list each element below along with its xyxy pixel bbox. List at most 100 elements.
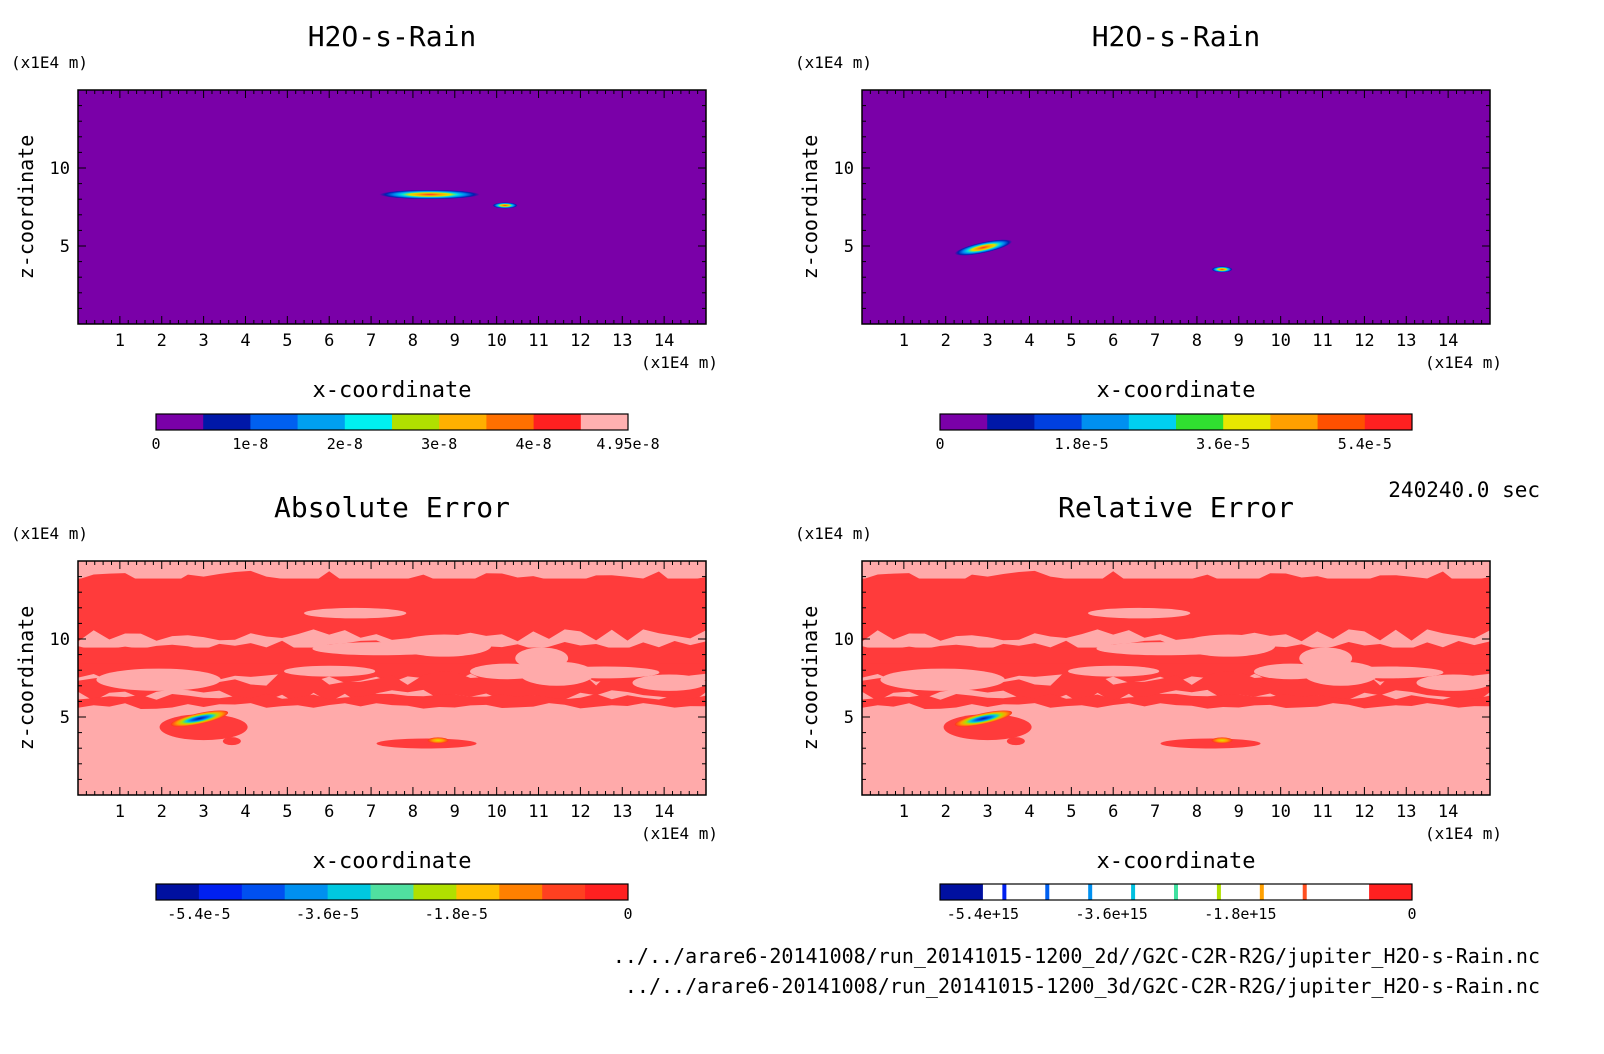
file-path-2: ../../arare6-20141008/run_20141015-1200_… (624, 974, 1540, 998)
y-axis-label: z-coordinate (798, 606, 822, 751)
y-unit-label: (x1E4 m) (11, 53, 88, 72)
x-tick-label: 8 (1192, 802, 1202, 822)
x-tick-label: 6 (1108, 331, 1118, 351)
colorbar-swatch (370, 884, 414, 900)
x-tick-label: 12 (1354, 802, 1374, 822)
x-tick-label: 13 (1396, 802, 1416, 822)
colorbar-swatch (1034, 414, 1083, 430)
y-unit-label: (x1E4 m) (795, 524, 872, 543)
x-tick-label: 2 (157, 802, 167, 822)
error-patch (312, 642, 449, 656)
colorbar-label: -3.6e-5 (296, 905, 359, 923)
colorbar-swatch (533, 414, 582, 430)
field-feature-1 (427, 737, 449, 744)
x-tick-label: 14 (654, 331, 674, 351)
colorbar-swatch (284, 884, 329, 900)
y-axis-label: z-coordinate (14, 606, 38, 751)
colorbar-label: 3e-8 (421, 435, 457, 453)
y-tick-label: 10 (50, 630, 70, 650)
colorbar-label: 0 (623, 905, 632, 923)
x-tick-label: 10 (1270, 802, 1290, 822)
colorbar-separator (1259, 884, 1264, 900)
x-unit-label: (x1E4 m) (641, 824, 718, 843)
x-tick-label: 3 (198, 802, 208, 822)
field-feature-1 (492, 202, 518, 209)
error-blob-right (1160, 738, 1261, 749)
x-tick-label: 12 (1354, 331, 1374, 351)
x-tick-label: 8 (408, 802, 418, 822)
colorbar-swatch (1364, 414, 1413, 430)
x-tick-label: 9 (450, 331, 460, 351)
colorbar-swatch (940, 884, 984, 900)
colorbar-swatch (439, 414, 487, 430)
x-axis-label: x-coordinate (1097, 849, 1256, 874)
error-patch (1068, 665, 1160, 677)
colorbar-swatch (987, 414, 1035, 430)
colorbar-separator (1302, 884, 1307, 900)
error-patch (96, 668, 221, 691)
x-tick-label: 2 (941, 802, 951, 822)
colorbar-label: 5.4e-5 (1338, 435, 1392, 453)
error-band-3 (862, 693, 1490, 709)
x-tick-label: 5 (1066, 331, 1076, 351)
colorbar-label: 0 (935, 435, 944, 453)
colorbar-separator (1216, 884, 1221, 900)
x-tick-label: 1 (899, 331, 909, 351)
error-blob-small (1006, 737, 1025, 746)
colorbar-frame (939, 883, 1413, 901)
colorbar-swatch (1176, 414, 1224, 430)
panel-1: H2O-s-Rain(x1E4 m)1 2 3 4 5 6 7 8 9 10 11 12 13 14510… (11, 20, 718, 453)
x-tick-label: 14 (654, 802, 674, 822)
error-band-2 (78, 670, 706, 705)
colorbar-swatch (1369, 884, 1413, 900)
error-band-2 (862, 670, 1490, 705)
x-tick-label: 10 (486, 331, 506, 351)
colorbar-swatch (456, 884, 500, 900)
colorbar-swatch (1128, 414, 1177, 430)
y-tick-label: 10 (50, 159, 70, 179)
colorbar-label: 1.8e-5 (1055, 435, 1109, 453)
y-tick-label: 10 (834, 159, 854, 179)
x-tick-label: 5 (1066, 802, 1076, 822)
colorbar-swatch (1081, 414, 1130, 430)
colorbar-label: 1e-8 (232, 435, 268, 453)
panel-title: Relative Error (1058, 491, 1294, 524)
colorbar-swatch (1270, 414, 1319, 430)
x-tick-label: 14 (1438, 802, 1458, 822)
x-tick-label: 8 (1192, 331, 1202, 351)
field-feature-0 (954, 239, 1013, 256)
colorbar-swatch (344, 414, 393, 430)
x-tick-label: 10 (1270, 331, 1290, 351)
colorbar-swatch (585, 884, 629, 900)
error-patch (880, 668, 1005, 691)
error-patch (304, 607, 407, 619)
error-patch (1416, 674, 1491, 691)
y-unit-label: (x1E4 m) (795, 53, 872, 72)
x-tick-label: 1 (115, 331, 125, 351)
colorbar-separator (1002, 884, 1007, 900)
colorbar-swatch (940, 414, 988, 430)
x-tick-label: 4 (1024, 331, 1034, 351)
x-unit-label: (x1E4 m) (641, 353, 718, 372)
timestamp-label: 240240.0 sec (1388, 478, 1540, 502)
error-patch (1299, 647, 1353, 669)
error-patch (1088, 607, 1191, 619)
x-tick-label: 4 (1024, 802, 1034, 822)
field-feature-0 (379, 189, 480, 200)
y-tick-label: 5 (60, 708, 70, 728)
error-patch (515, 647, 569, 669)
colorbar-swatch (580, 414, 629, 430)
x-tick-label: 13 (612, 331, 632, 351)
colorbar-label: 0 (1407, 905, 1416, 923)
colorbar-label: 4.95e-8 (596, 435, 659, 453)
colorbar-label: -3.6e+15 (1076, 905, 1148, 923)
x-tick-label: 6 (1108, 802, 1118, 822)
colorbar-frame (155, 413, 629, 431)
error-band-3 (78, 693, 706, 709)
field-background (78, 90, 706, 324)
panel-4: Relative Error(x1E4 m)1 2 3 4 5 6 7 8 9 10 11 12 13 1… (795, 491, 1502, 923)
x-tick-label: 11 (528, 331, 548, 351)
x-tick-label: 10 (486, 802, 506, 822)
x-unit-label: (x1E4 m) (1425, 824, 1502, 843)
x-tick-label: 6 (324, 331, 334, 351)
